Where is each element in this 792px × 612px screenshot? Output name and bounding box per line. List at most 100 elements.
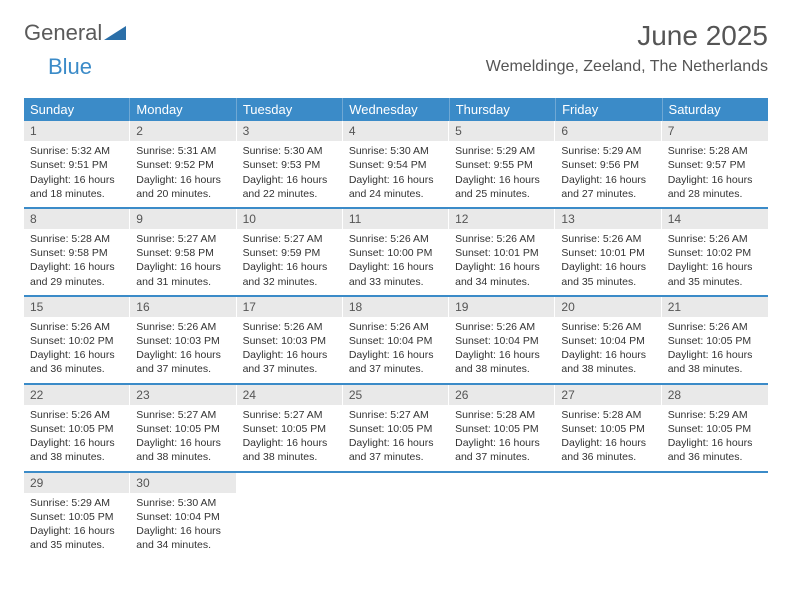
sunset-text: Sunset: 10:04 PM	[136, 510, 230, 524]
day-cell: 12Sunrise: 5:26 AMSunset: 10:01 PMDaylig…	[449, 209, 555, 295]
day-number: 25	[343, 385, 449, 405]
logo-text-gray: General	[24, 20, 102, 46]
daylight-text: Daylight: 16 hours and 31 minutes.	[136, 260, 230, 288]
sunrise-text: Sunrise: 5:27 AM	[243, 232, 337, 246]
sunrise-text: Sunrise: 5:26 AM	[30, 320, 124, 334]
day-number: 22	[24, 385, 130, 405]
month-title: June 2025	[486, 20, 768, 52]
sunrise-text: Sunrise: 5:29 AM	[561, 144, 655, 158]
sunset-text: Sunset: 10:02 PM	[30, 334, 124, 348]
sunset-text: Sunset: 10:04 PM	[455, 334, 549, 348]
day-body: Sunrise: 5:27 AMSunset: 9:58 PMDaylight:…	[130, 229, 236, 295]
sunset-text: Sunset: 9:55 PM	[455, 158, 549, 172]
sunrise-text: Sunrise: 5:26 AM	[349, 320, 443, 334]
day-number: 21	[662, 297, 768, 317]
sunset-text: Sunset: 9:52 PM	[136, 158, 230, 172]
day-cell: 25Sunrise: 5:27 AMSunset: 10:05 PMDaylig…	[343, 385, 449, 471]
day-body: Sunrise: 5:26 AMSunset: 10:05 PMDaylight…	[24, 405, 130, 471]
day-cell: 6Sunrise: 5:29 AMSunset: 9:56 PMDaylight…	[555, 121, 661, 207]
sunrise-text: Sunrise: 5:26 AM	[455, 232, 549, 246]
day-number: 20	[555, 297, 661, 317]
daylight-text: Daylight: 16 hours and 36 minutes.	[668, 436, 762, 464]
day-cell	[662, 473, 768, 559]
day-number: 9	[130, 209, 236, 229]
day-cell: 19Sunrise: 5:26 AMSunset: 10:04 PMDaylig…	[449, 297, 555, 383]
sunset-text: Sunset: 10:05 PM	[349, 422, 443, 436]
sunset-text: Sunset: 9:57 PM	[668, 158, 762, 172]
sunset-text: Sunset: 9:54 PM	[349, 158, 443, 172]
day-cell: 16Sunrise: 5:26 AMSunset: 10:03 PMDaylig…	[130, 297, 236, 383]
weekday-header-cell: Thursday	[450, 98, 556, 121]
daylight-text: Daylight: 16 hours and 27 minutes.	[561, 173, 655, 201]
day-cell: 22Sunrise: 5:26 AMSunset: 10:05 PMDaylig…	[24, 385, 130, 471]
day-number: 13	[555, 209, 661, 229]
sunrise-text: Sunrise: 5:28 AM	[668, 144, 762, 158]
day-body: Sunrise: 5:28 AMSunset: 10:05 PMDaylight…	[449, 405, 555, 471]
day-cell: 29Sunrise: 5:29 AMSunset: 10:05 PMDaylig…	[24, 473, 130, 559]
day-number: 17	[237, 297, 343, 317]
day-cell: 2Sunrise: 5:31 AMSunset: 9:52 PMDaylight…	[130, 121, 236, 207]
sunset-text: Sunset: 10:02 PM	[668, 246, 762, 260]
day-cell	[237, 473, 343, 559]
day-cell: 30Sunrise: 5:30 AMSunset: 10:04 PMDaylig…	[130, 473, 236, 559]
day-body: Sunrise: 5:26 AMSunset: 10:01 PMDaylight…	[449, 229, 555, 295]
daylight-text: Daylight: 16 hours and 38 minutes.	[561, 348, 655, 376]
daylight-text: Daylight: 16 hours and 38 minutes.	[30, 436, 124, 464]
sunrise-text: Sunrise: 5:26 AM	[668, 320, 762, 334]
day-cell: 24Sunrise: 5:27 AMSunset: 10:05 PMDaylig…	[237, 385, 343, 471]
header-right: June 2025 Wemeldinge, Zeeland, The Nethe…	[486, 20, 768, 76]
daylight-text: Daylight: 16 hours and 37 minutes.	[455, 436, 549, 464]
sunset-text: Sunset: 9:58 PM	[30, 246, 124, 260]
sunrise-text: Sunrise: 5:29 AM	[455, 144, 549, 158]
day-number: 7	[662, 121, 768, 141]
day-number: 23	[130, 385, 236, 405]
sunset-text: Sunset: 10:05 PM	[30, 510, 124, 524]
day-body: Sunrise: 5:26 AMSunset: 10:04 PMDaylight…	[343, 317, 449, 383]
sunset-text: Sunset: 10:05 PM	[561, 422, 655, 436]
day-body: Sunrise: 5:29 AMSunset: 10:05 PMDaylight…	[24, 493, 130, 559]
day-number: 14	[662, 209, 768, 229]
day-body: Sunrise: 5:30 AMSunset: 9:53 PMDaylight:…	[237, 141, 343, 207]
weekday-header-cell: Tuesday	[237, 98, 343, 121]
week-row: 8Sunrise: 5:28 AMSunset: 9:58 PMDaylight…	[24, 207, 768, 295]
sunrise-text: Sunrise: 5:32 AM	[30, 144, 124, 158]
day-cell: 1Sunrise: 5:32 AMSunset: 9:51 PMDaylight…	[24, 121, 130, 207]
week-row: 29Sunrise: 5:29 AMSunset: 10:05 PMDaylig…	[24, 471, 768, 559]
daylight-text: Daylight: 16 hours and 18 minutes.	[30, 173, 124, 201]
day-number: 16	[130, 297, 236, 317]
daylight-text: Daylight: 16 hours and 24 minutes.	[349, 173, 443, 201]
week-row: 1Sunrise: 5:32 AMSunset: 9:51 PMDaylight…	[24, 121, 768, 207]
logo: General	[24, 20, 126, 46]
daylight-text: Daylight: 16 hours and 37 minutes.	[243, 348, 337, 376]
sunrise-text: Sunrise: 5:29 AM	[30, 496, 124, 510]
day-cell: 27Sunrise: 5:28 AMSunset: 10:05 PMDaylig…	[555, 385, 661, 471]
day-number: 15	[24, 297, 130, 317]
day-body: Sunrise: 5:31 AMSunset: 9:52 PMDaylight:…	[130, 141, 236, 207]
day-number: 3	[237, 121, 343, 141]
day-body: Sunrise: 5:26 AMSunset: 10:02 PMDaylight…	[662, 229, 768, 295]
sunrise-text: Sunrise: 5:26 AM	[561, 232, 655, 246]
day-body: Sunrise: 5:30 AMSunset: 9:54 PMDaylight:…	[343, 141, 449, 207]
day-number: 1	[24, 121, 130, 141]
daylight-text: Daylight: 16 hours and 32 minutes.	[243, 260, 337, 288]
sunset-text: Sunset: 10:04 PM	[349, 334, 443, 348]
day-number: 5	[449, 121, 555, 141]
sunset-text: Sunset: 10:05 PM	[455, 422, 549, 436]
day-cell: 18Sunrise: 5:26 AMSunset: 10:04 PMDaylig…	[343, 297, 449, 383]
day-number: 12	[449, 209, 555, 229]
daylight-text: Daylight: 16 hours and 36 minutes.	[30, 348, 124, 376]
day-body: Sunrise: 5:26 AMSunset: 10:02 PMDaylight…	[24, 317, 130, 383]
sunrise-text: Sunrise: 5:26 AM	[561, 320, 655, 334]
sunset-text: Sunset: 9:53 PM	[243, 158, 337, 172]
weekday-header-cell: Sunday	[24, 98, 130, 121]
sunset-text: Sunset: 9:59 PM	[243, 246, 337, 260]
daylight-text: Daylight: 16 hours and 33 minutes.	[349, 260, 443, 288]
day-cell: 4Sunrise: 5:30 AMSunset: 9:54 PMDaylight…	[343, 121, 449, 207]
sunrise-text: Sunrise: 5:26 AM	[243, 320, 337, 334]
day-cell: 14Sunrise: 5:26 AMSunset: 10:02 PMDaylig…	[662, 209, 768, 295]
daylight-text: Daylight: 16 hours and 36 minutes.	[561, 436, 655, 464]
daylight-text: Daylight: 16 hours and 37 minutes.	[136, 348, 230, 376]
day-cell: 11Sunrise: 5:26 AMSunset: 10:00 PMDaylig…	[343, 209, 449, 295]
weekday-header-row: SundayMondayTuesdayWednesdayThursdayFrid…	[24, 98, 768, 121]
daylight-text: Daylight: 16 hours and 35 minutes.	[668, 260, 762, 288]
